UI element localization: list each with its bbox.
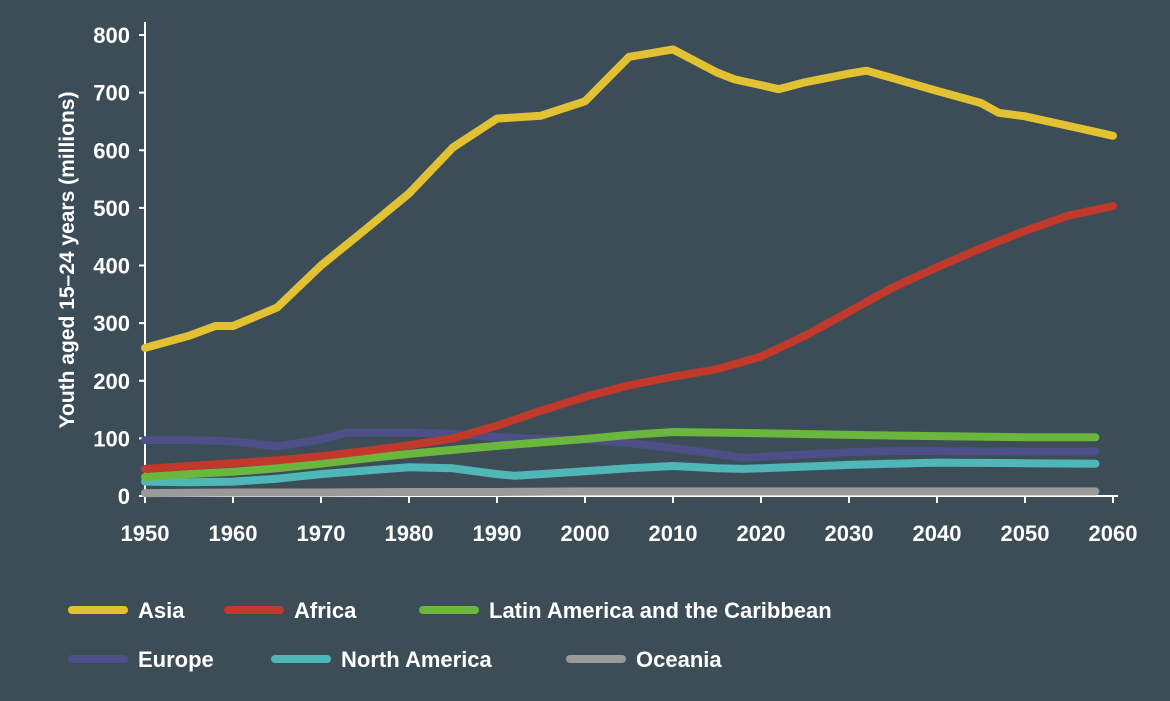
y-tick-label: 700 — [93, 81, 130, 106]
x-tick-label: 1970 — [297, 521, 346, 546]
series-line-latin-america-and-the-caribbean — [141, 428, 1100, 481]
legend-item-africa: Africa — [224, 598, 357, 623]
x-tick-label: 1950 — [121, 521, 170, 546]
x-tick-label: 2040 — [913, 521, 962, 546]
y-tick-label: 300 — [93, 311, 130, 336]
legend-item-latin-america-and-the-caribbean: Latin America and the Caribbean — [419, 598, 832, 623]
series-line-europe — [141, 428, 1100, 462]
y-tick-label: 200 — [93, 369, 130, 394]
x-tick-label: 1990 — [473, 521, 522, 546]
x-tick-label: 2000 — [561, 521, 610, 546]
x-tick-label: 1980 — [385, 521, 434, 546]
x-tick-label: 2030 — [825, 521, 874, 546]
legend-item-asia: Asia — [68, 598, 185, 623]
y-tick-label: 800 — [93, 23, 130, 48]
axes: 0 100 200 300 400 500 600 700 800 1950 1960 1970 198… — [56, 22, 1137, 546]
x-tick-label: 1960 — [209, 521, 258, 546]
legend-label: Africa — [294, 598, 357, 623]
x-tick-label: 2010 — [649, 521, 698, 546]
legend-item-north-america: North America — [271, 647, 493, 672]
y-tick-label: 100 — [93, 426, 130, 451]
series-line-asia — [141, 45, 1117, 352]
series-lines — [141, 45, 1117, 498]
legend-item-oceania: Oceania — [566, 647, 722, 672]
y-tick-label: 600 — [93, 138, 130, 163]
x-tick-label: 2020 — [737, 521, 786, 546]
y-axis-title: Youth aged 15–24 years (millions) — [56, 92, 79, 429]
series-line-africa — [141, 202, 1117, 473]
x-tick-label: 2060 — [1089, 521, 1138, 546]
y-tick-label: 400 — [93, 254, 130, 279]
legend-label: Europe — [138, 647, 214, 672]
series-line-oceania — [141, 487, 1100, 498]
x-tick-label: 2050 — [1001, 521, 1050, 546]
legend-label: North America — [341, 647, 493, 672]
legend-label: Latin America and the Caribbean — [489, 598, 832, 623]
legend: Asia Africa Latin America and the Caribbea… — [68, 598, 832, 672]
legend-item-europe: Europe — [68, 647, 214, 672]
y-tick-label: 0 — [118, 484, 130, 509]
y-tick-label: 500 — [93, 196, 130, 221]
legend-label: Asia — [138, 598, 185, 623]
legend-label: Oceania — [636, 647, 722, 672]
series-line-north-america — [141, 458, 1100, 487]
